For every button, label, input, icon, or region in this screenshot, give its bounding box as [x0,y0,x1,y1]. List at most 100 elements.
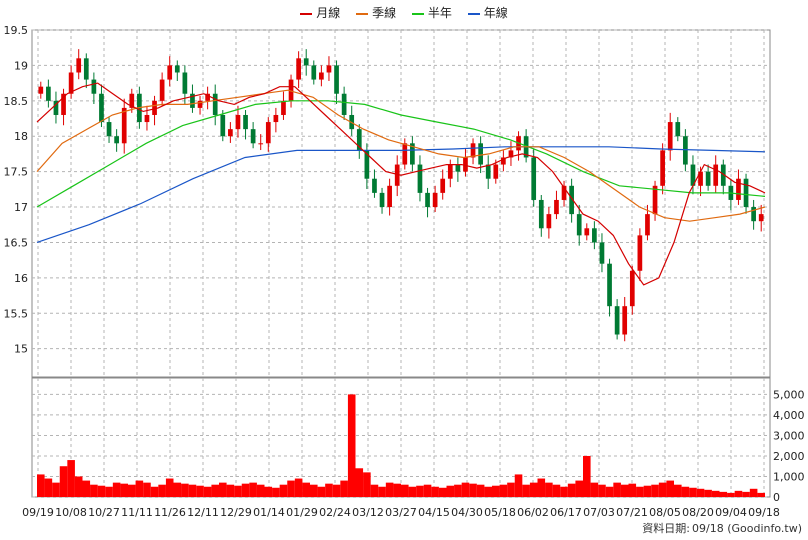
volume-bar [105,486,113,497]
volume-bar [165,478,174,497]
candle-body [485,164,491,179]
candle-body [538,199,544,229]
candle-body [561,185,567,200]
volume-bar [492,485,500,497]
legend-label: 年線 [483,6,508,20]
volume-bar [507,482,515,497]
volume-bar [325,483,333,497]
volume-bar [666,480,674,497]
volume-bar [681,486,690,497]
chart-legend: 月線 季線 半年 年線 [0,4,808,21]
volume-bar [438,487,447,497]
volume-bar [727,492,735,497]
candle-body [83,58,89,80]
candle-body [402,143,408,165]
volume-bar [514,474,523,497]
x-tick-label: 04/15 [418,506,450,519]
volume-bar [272,487,280,497]
candle-body [326,65,332,73]
x-tick-label: 06/02 [517,506,549,519]
volume-bar [431,486,439,497]
candle-body [174,65,180,73]
volume-bar [90,484,98,497]
volume-tick-label: 5,000 [773,388,805,401]
volume-bar [226,484,235,497]
candle-body [250,129,256,144]
candle-body [197,100,203,108]
volume-bar [484,486,492,497]
volume-bar [302,482,310,497]
volume-bar [704,489,712,497]
volume-bar [181,483,189,497]
volume-bar [537,478,546,497]
x-tick-label: 12/29 [220,506,252,519]
volume-bar [620,484,629,497]
price-tick-label: 16 [14,272,28,285]
candle-body [667,122,673,151]
candle-body [690,164,696,186]
candle-body [743,178,749,208]
volume-bar [196,485,204,497]
volume-bar [393,483,401,497]
x-tick-label: 07/21 [616,506,648,519]
candle-body [531,157,537,200]
candle-body [106,122,112,137]
volume-bar [112,482,121,497]
x-tick-label: 09/19 [22,506,54,519]
volume-tick-label: 4,000 [773,409,805,422]
x-tick-label: 03/27 [385,506,417,519]
price-tick-label: 16.5 [4,236,29,249]
volume-bar [120,483,128,497]
candle-body [296,58,301,80]
volume-bar [310,484,318,497]
candle-body [751,207,756,222]
candle-body [243,114,248,130]
volume-panel-frame [31,377,771,498]
volume-bar [613,482,621,497]
x-tick-label: 02/24 [319,506,351,519]
candle-body [61,93,66,115]
x-tick-label: 11/11 [121,506,153,519]
x-tick-label: 08/05 [649,506,681,519]
volume-bar [347,394,356,497]
volume-bar [598,484,606,497]
candle-body [38,86,44,94]
volume-bar [82,480,91,497]
volume-bar [446,485,455,497]
volume-bar [696,488,705,497]
volume-bar [499,484,508,497]
legend-label: 季線 [372,6,397,20]
volume-bar [628,483,637,497]
volume-bar [734,490,743,497]
volume-bar [719,491,728,497]
candle-body [121,107,127,144]
candle-body [645,214,650,236]
candle-body [713,164,719,186]
volume-bar [294,478,303,497]
candle-body [607,263,612,307]
volume-bar [378,486,386,497]
candle-body [463,157,468,172]
volume-bar [74,476,83,497]
volume-bar [256,484,265,497]
volume-bar [59,466,68,497]
volume-bar [401,484,409,497]
volume-bar [249,482,257,497]
candle-body [508,150,514,158]
x-tick-label: 10/08 [55,506,87,519]
volume-bar [590,482,599,497]
candle-body [356,129,362,151]
x-tick-label: 11/26 [154,506,186,519]
candle-body [698,171,703,186]
candle-body [53,100,59,115]
candle-body [288,79,294,101]
candle-body [720,164,726,186]
legend-swatch [411,12,424,15]
volume-bar [529,482,538,497]
legend-label: 月線 [316,6,341,20]
volume-bar [575,480,583,497]
candle-body [190,93,195,108]
candle-body [652,185,658,215]
candle-body [387,185,392,208]
legend-item-half: 半年 [411,4,452,21]
